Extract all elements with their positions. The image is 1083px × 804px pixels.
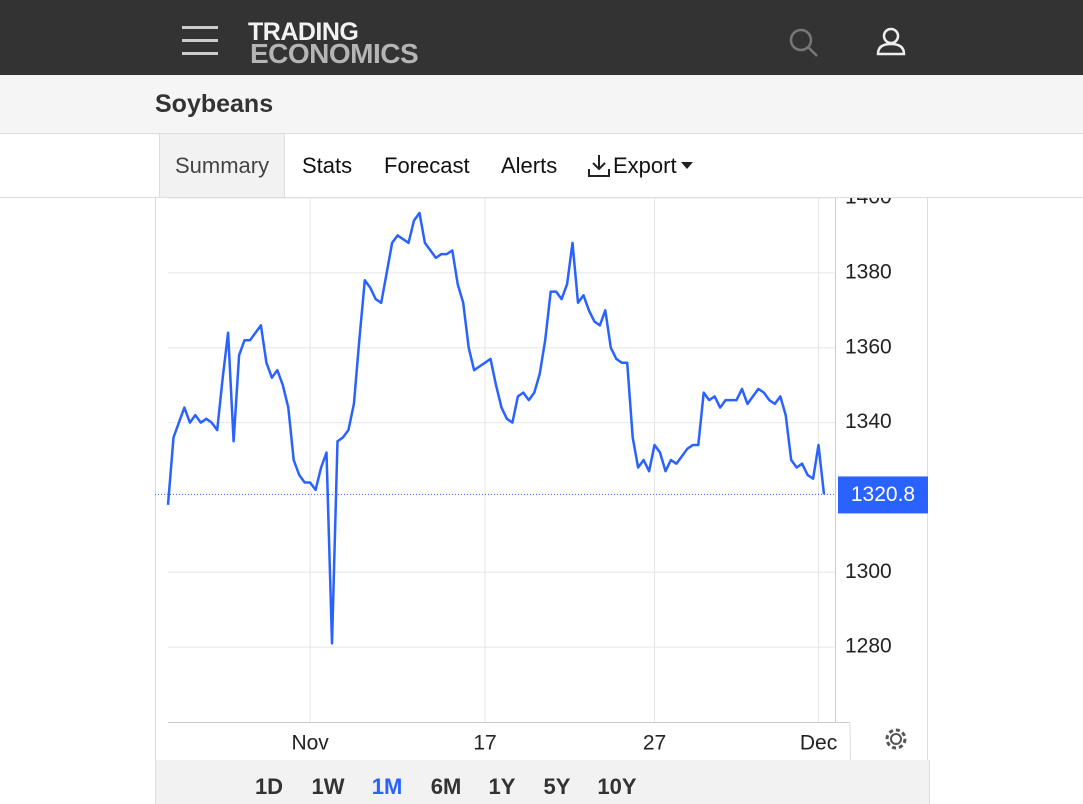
price-line [166,211,826,645]
range-button[interactable]: 1Y [488,774,516,799]
range-button[interactable]: 6M [430,774,462,799]
chart-background [155,198,928,760]
page-title: Soybeans [155,90,274,118]
top-bar: TRADING ECONOMICS [0,0,1083,75]
settings-icon[interactable] [885,728,907,750]
x-tick-label: Nov [291,732,329,755]
tab[interactable]: Alerts [501,153,558,178]
range-button[interactable]: 5Y [543,774,571,799]
y-tick-label: 1380 [845,260,892,283]
last-value-tag [838,476,928,514]
x-axis-extension [849,721,851,760]
chart: 1280 1300 1340 1360 1380 1400 Nov 17 27 Dec 1320.8 [155,198,928,760]
last-value-label: 1320.8 [851,483,915,506]
range-button[interactable]: 1M [371,774,403,799]
x-tick-label: Dec [800,732,837,755]
y-tick-label: 1400 [845,198,892,209]
title-bar [0,75,1083,134]
logo-line[interactable]: TRADING [248,18,359,46]
menu-icon[interactable] [180,24,220,58]
y-tick-label: 1360 [845,335,892,358]
search-icon[interactable] [788,27,820,59]
range-button[interactable]: 1W [311,774,345,799]
range-button[interactable]: 10Y [597,774,637,799]
logo-line[interactable]: ECONOMICS [250,38,419,69]
x-tick-label: 27 [643,732,666,755]
tab[interactable]: Forecast [384,153,470,178]
y-tick-label: 1300 [845,560,892,583]
tab[interactable]: Stats [302,153,353,178]
download-icon [588,155,610,177]
tab[interactable]: Summary [159,134,286,197]
x-tick-label: 17 [473,732,496,755]
tab[interactable]: Export [573,134,707,197]
y-tick-label: 1340 [845,410,892,433]
tab-bar: Summary Stats Forecast Alerts Export [0,134,1083,198]
dropdown-caret [680,162,693,169]
range-bar: 1D 1W 1M 6M 1Y 5Y 10Y [155,760,930,804]
y-tick-label: 1280 [845,635,892,658]
user-icon[interactable] [875,26,907,58]
range-button[interactable]: 1D [254,774,284,799]
